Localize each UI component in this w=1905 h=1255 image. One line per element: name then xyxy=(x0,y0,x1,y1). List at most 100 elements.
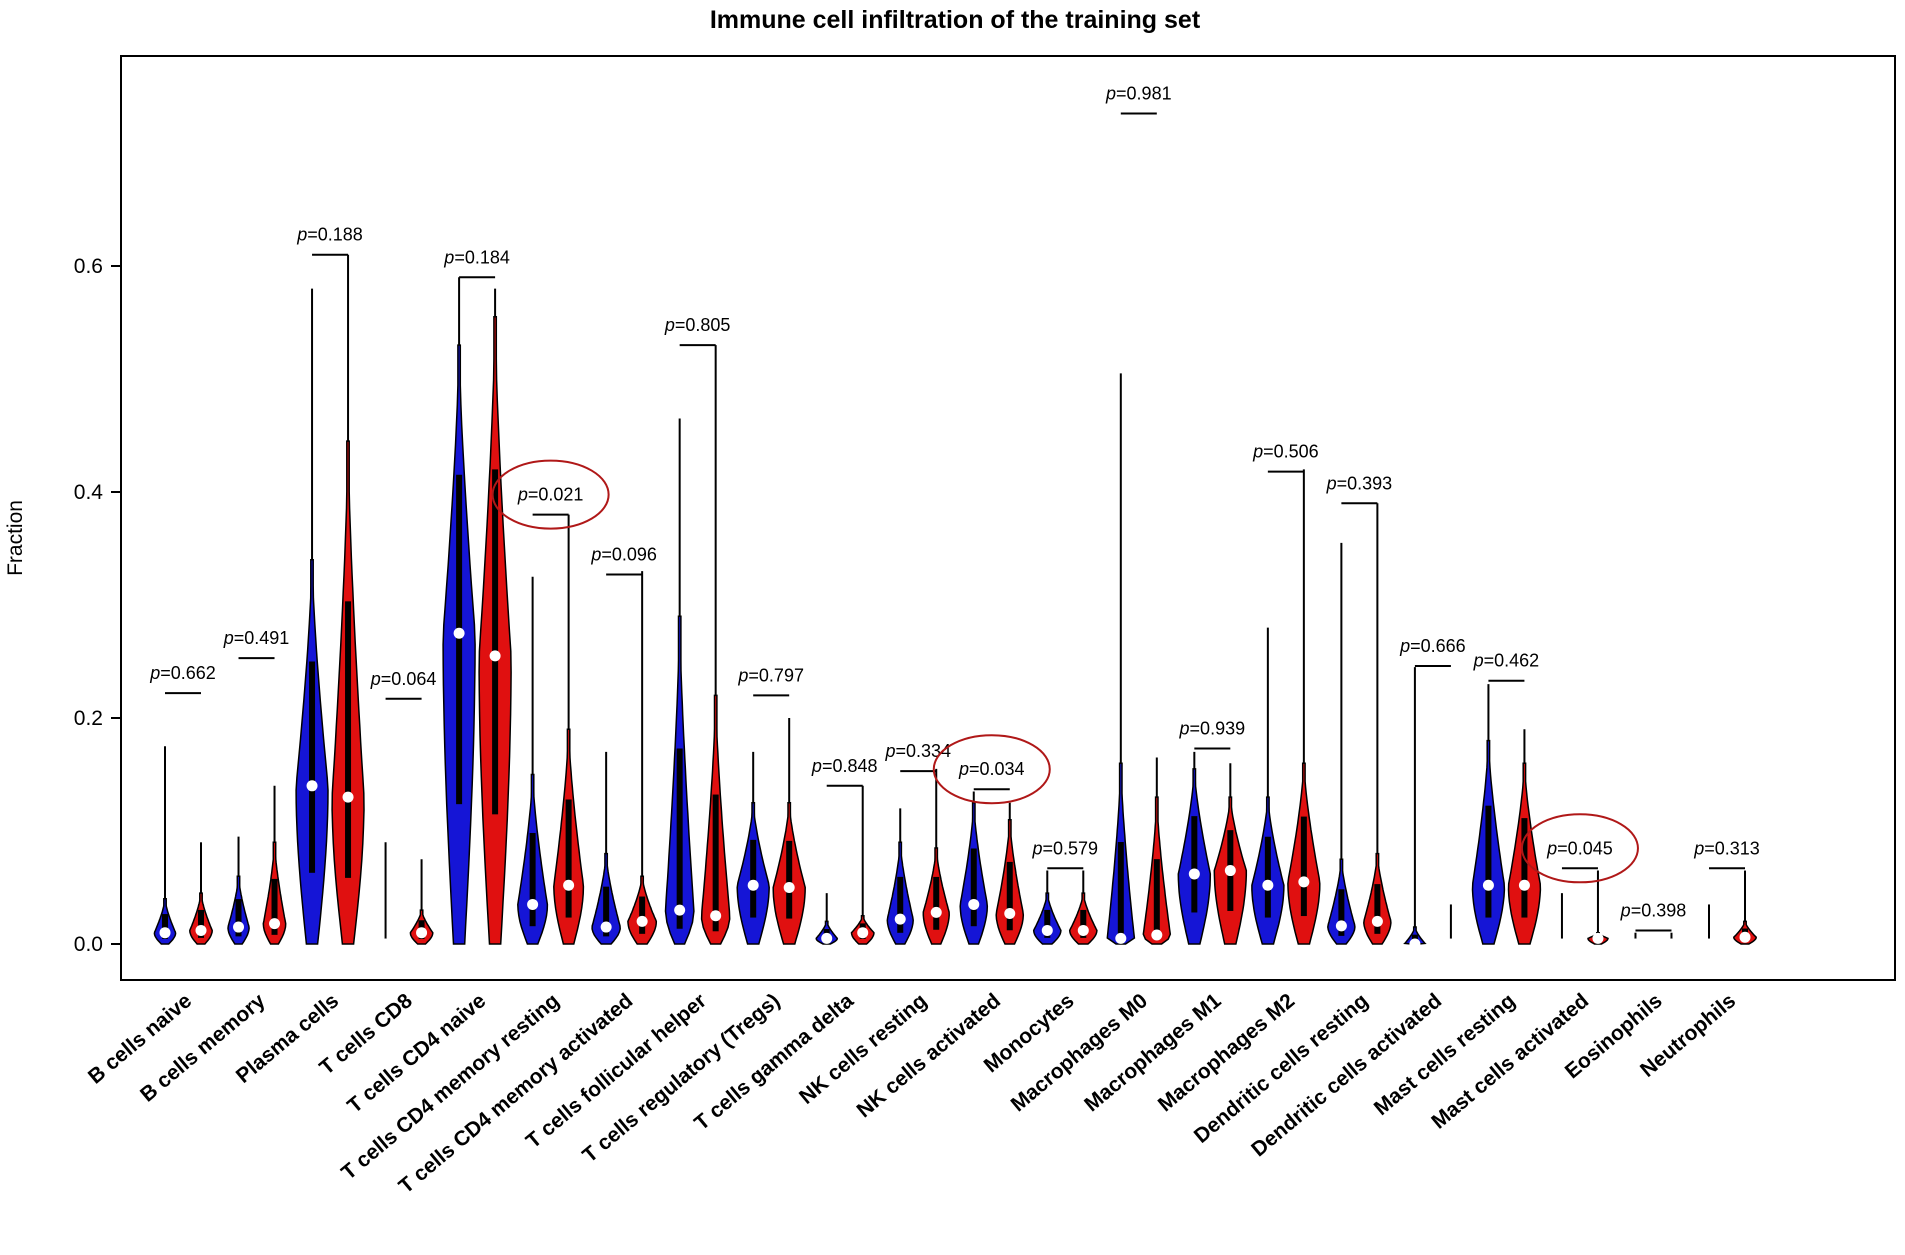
violin-median xyxy=(1629,938,1641,950)
significance-circle xyxy=(491,459,610,530)
violin-median xyxy=(710,910,722,922)
violin-median xyxy=(1298,876,1310,888)
violin-median xyxy=(930,906,942,918)
violin-group1 xyxy=(1327,542,1356,945)
violin-box xyxy=(1338,889,1345,936)
p-symbol: p xyxy=(1620,900,1631,920)
violin-median xyxy=(783,882,795,893)
p-symbol: p xyxy=(664,315,675,335)
violin-median xyxy=(195,924,207,936)
violin-box xyxy=(1044,909,1051,938)
violin-box xyxy=(198,909,204,938)
p-value-label: p=0.096 xyxy=(590,544,657,564)
p-value: =0.462 xyxy=(1484,651,1540,671)
p-value-label: p=0.021 xyxy=(517,485,584,505)
violin-box xyxy=(492,469,499,815)
violin-median xyxy=(1262,879,1274,891)
p-symbol: p xyxy=(811,756,822,776)
p-value-label: p=0.045 xyxy=(1546,838,1613,858)
p-value: =0.662 xyxy=(160,663,216,683)
p-value-label: p=0.491 xyxy=(223,628,290,648)
violin-group2 xyxy=(1733,870,1757,945)
violin-group2 xyxy=(772,718,806,945)
p-symbol: p xyxy=(958,759,969,779)
violin-group2 xyxy=(331,254,365,945)
p-value-label: p=0.184 xyxy=(443,247,510,267)
violin-median xyxy=(857,927,869,939)
violin-median xyxy=(1556,938,1568,950)
violin-group1 xyxy=(227,836,250,945)
chart-title: Immune cell infiltration of the training… xyxy=(710,6,1201,34)
violin-group1 xyxy=(664,418,695,945)
violin-median xyxy=(416,927,428,939)
violin-median xyxy=(968,898,980,910)
violin-group1 xyxy=(1251,627,1285,945)
violin-box xyxy=(456,474,463,805)
p-symbol: p xyxy=(149,663,160,683)
violin-median xyxy=(1592,932,1604,944)
violin-median xyxy=(674,904,686,916)
violin-group1 xyxy=(959,791,989,945)
violin-box xyxy=(639,896,646,934)
violin-median xyxy=(821,932,833,944)
x-tick-label: Macrophages M1 xyxy=(1080,989,1226,1116)
violin-group2 xyxy=(922,768,950,945)
p-symbol: p xyxy=(517,485,528,505)
violin-group1 xyxy=(153,746,177,945)
y-tick-label: 0.2 xyxy=(74,707,103,730)
p-value-label: p=0.797 xyxy=(737,665,804,685)
violin-box xyxy=(529,832,536,927)
violin-group2 xyxy=(553,514,585,945)
violin-median xyxy=(1371,915,1383,927)
violin-median xyxy=(636,915,648,927)
p-value: =0.313 xyxy=(1704,838,1760,858)
violin-group1 xyxy=(380,842,392,950)
p-value-label: p=0.393 xyxy=(1326,473,1393,493)
p-value: =0.939 xyxy=(1190,719,1246,739)
p-symbol: p xyxy=(1179,719,1190,739)
violin-median xyxy=(453,627,465,639)
violin-median xyxy=(527,898,539,910)
violin-median xyxy=(1703,938,1715,950)
p-symbol: p xyxy=(1252,442,1263,462)
violin-median xyxy=(306,780,318,792)
significance-circle xyxy=(932,734,1051,805)
violin-group2 xyxy=(262,785,287,945)
violin-median xyxy=(1115,932,1127,944)
p-value: =0.398 xyxy=(1631,900,1687,920)
p-value-label: p=0.579 xyxy=(1031,838,1098,858)
violin-box xyxy=(271,878,278,935)
violin-median xyxy=(269,918,281,930)
violin-median xyxy=(1482,879,1494,891)
p-symbol: p xyxy=(370,669,381,689)
violin-box xyxy=(1006,861,1013,931)
p-value: =0.045 xyxy=(1557,838,1613,858)
violin-group1 xyxy=(1106,373,1136,945)
x-tick-label: B cells memory xyxy=(136,989,270,1107)
violin-group2 xyxy=(1665,932,1677,950)
violin-box xyxy=(162,914,168,939)
violin-box xyxy=(1521,818,1528,918)
violin-box xyxy=(897,876,904,933)
p-value: =0.506 xyxy=(1263,442,1319,462)
violin-group1 xyxy=(442,277,476,945)
p-value: =0.188 xyxy=(307,225,363,245)
y-axis-label: Fraction xyxy=(4,500,27,576)
violin-group1 xyxy=(1556,893,1568,950)
p-symbol: p xyxy=(1693,838,1704,858)
violin-group2 xyxy=(189,842,213,945)
violin-group1 xyxy=(517,576,549,945)
violin-group2 xyxy=(995,802,1025,945)
violin-box xyxy=(1300,816,1307,917)
p-symbol: p xyxy=(737,665,748,685)
p-symbol: p xyxy=(1105,83,1116,103)
violin-group1 xyxy=(1403,667,1427,950)
violin-box xyxy=(712,794,719,932)
violin-group2 xyxy=(1287,469,1321,945)
violin-group2 xyxy=(627,571,658,945)
p-symbol: p xyxy=(1031,838,1042,858)
x-tick-label: NK cells resting xyxy=(795,989,931,1109)
violin-group1 xyxy=(1177,751,1212,945)
violin-median xyxy=(1004,907,1016,919)
